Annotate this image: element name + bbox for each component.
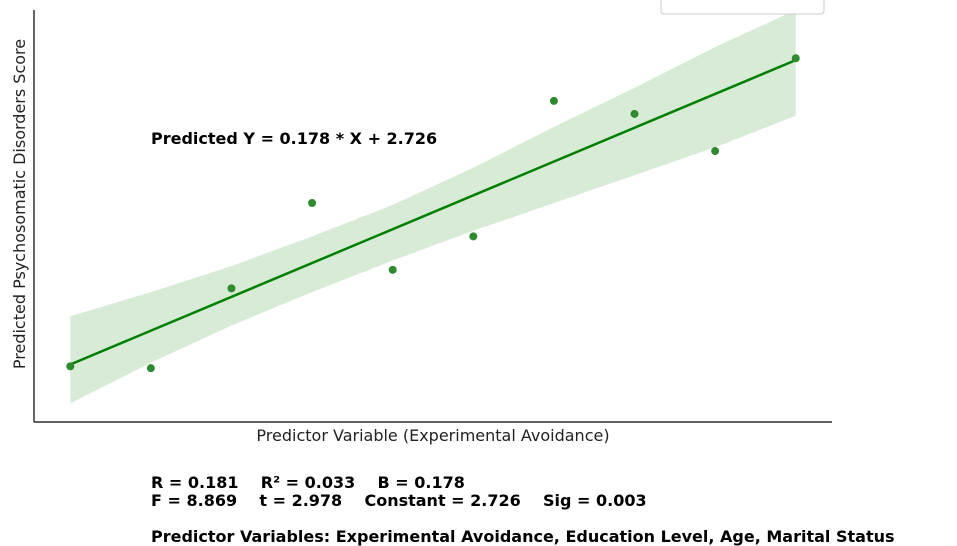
y-axis-label: Predicted Psychosomatic Disorders Score bbox=[10, 39, 29, 369]
legend-box bbox=[660, 0, 825, 15]
data-point-8 bbox=[630, 109, 639, 118]
confidence-band bbox=[70, 10, 796, 404]
data-point-7 bbox=[549, 96, 558, 105]
data-point-9 bbox=[711, 147, 720, 156]
data-points bbox=[66, 54, 800, 373]
predictor-variables: Predictor Variables: Experimental Avoida… bbox=[151, 527, 895, 546]
x-axis-label: Predictor Variable (Experimental Avoidan… bbox=[256, 426, 609, 445]
data-point-5 bbox=[388, 265, 397, 274]
stats-line-1: R = 0.181 R² = 0.033 B = 0.178 bbox=[151, 473, 465, 492]
data-point-3 bbox=[227, 284, 236, 293]
data-point-10 bbox=[791, 54, 800, 63]
regression-equation: Predicted Y = 0.178 * X + 2.726 bbox=[151, 129, 437, 148]
data-point-2 bbox=[146, 364, 155, 373]
confidence-band-layer bbox=[70, 10, 796, 404]
regression-line bbox=[69, 58, 797, 366]
data-point-4 bbox=[308, 199, 317, 208]
data-point-6 bbox=[469, 232, 478, 241]
stats-line-2: F = 8.869 t = 2.978 Constant = 2.726 Sig… bbox=[151, 491, 647, 510]
data-point-1 bbox=[66, 362, 75, 371]
